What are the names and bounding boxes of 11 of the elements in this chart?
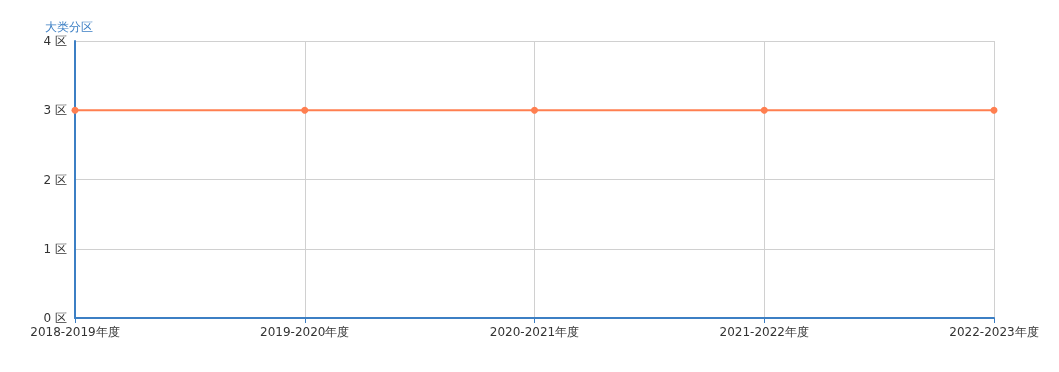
y-tick-label: 4 区	[43, 34, 67, 48]
x-tick-label: 2022-2023年度	[949, 325, 1039, 339]
x-tick-label: 2019-2020年度	[260, 325, 350, 339]
x-tick-label: 2021-2022年度	[719, 325, 809, 339]
x-tick-label: 2020-2021年度	[489, 325, 580, 339]
y-tick-label: 1 区	[43, 241, 67, 256]
y-tick-label: 2 区	[43, 172, 67, 187]
y-axis-title: 大类分区	[45, 20, 93, 34]
y-tick-label: 0 区	[43, 311, 67, 325]
x-tick-label: 2018-2019年度	[30, 325, 120, 339]
y-tick-label: 3 区	[43, 103, 67, 118]
